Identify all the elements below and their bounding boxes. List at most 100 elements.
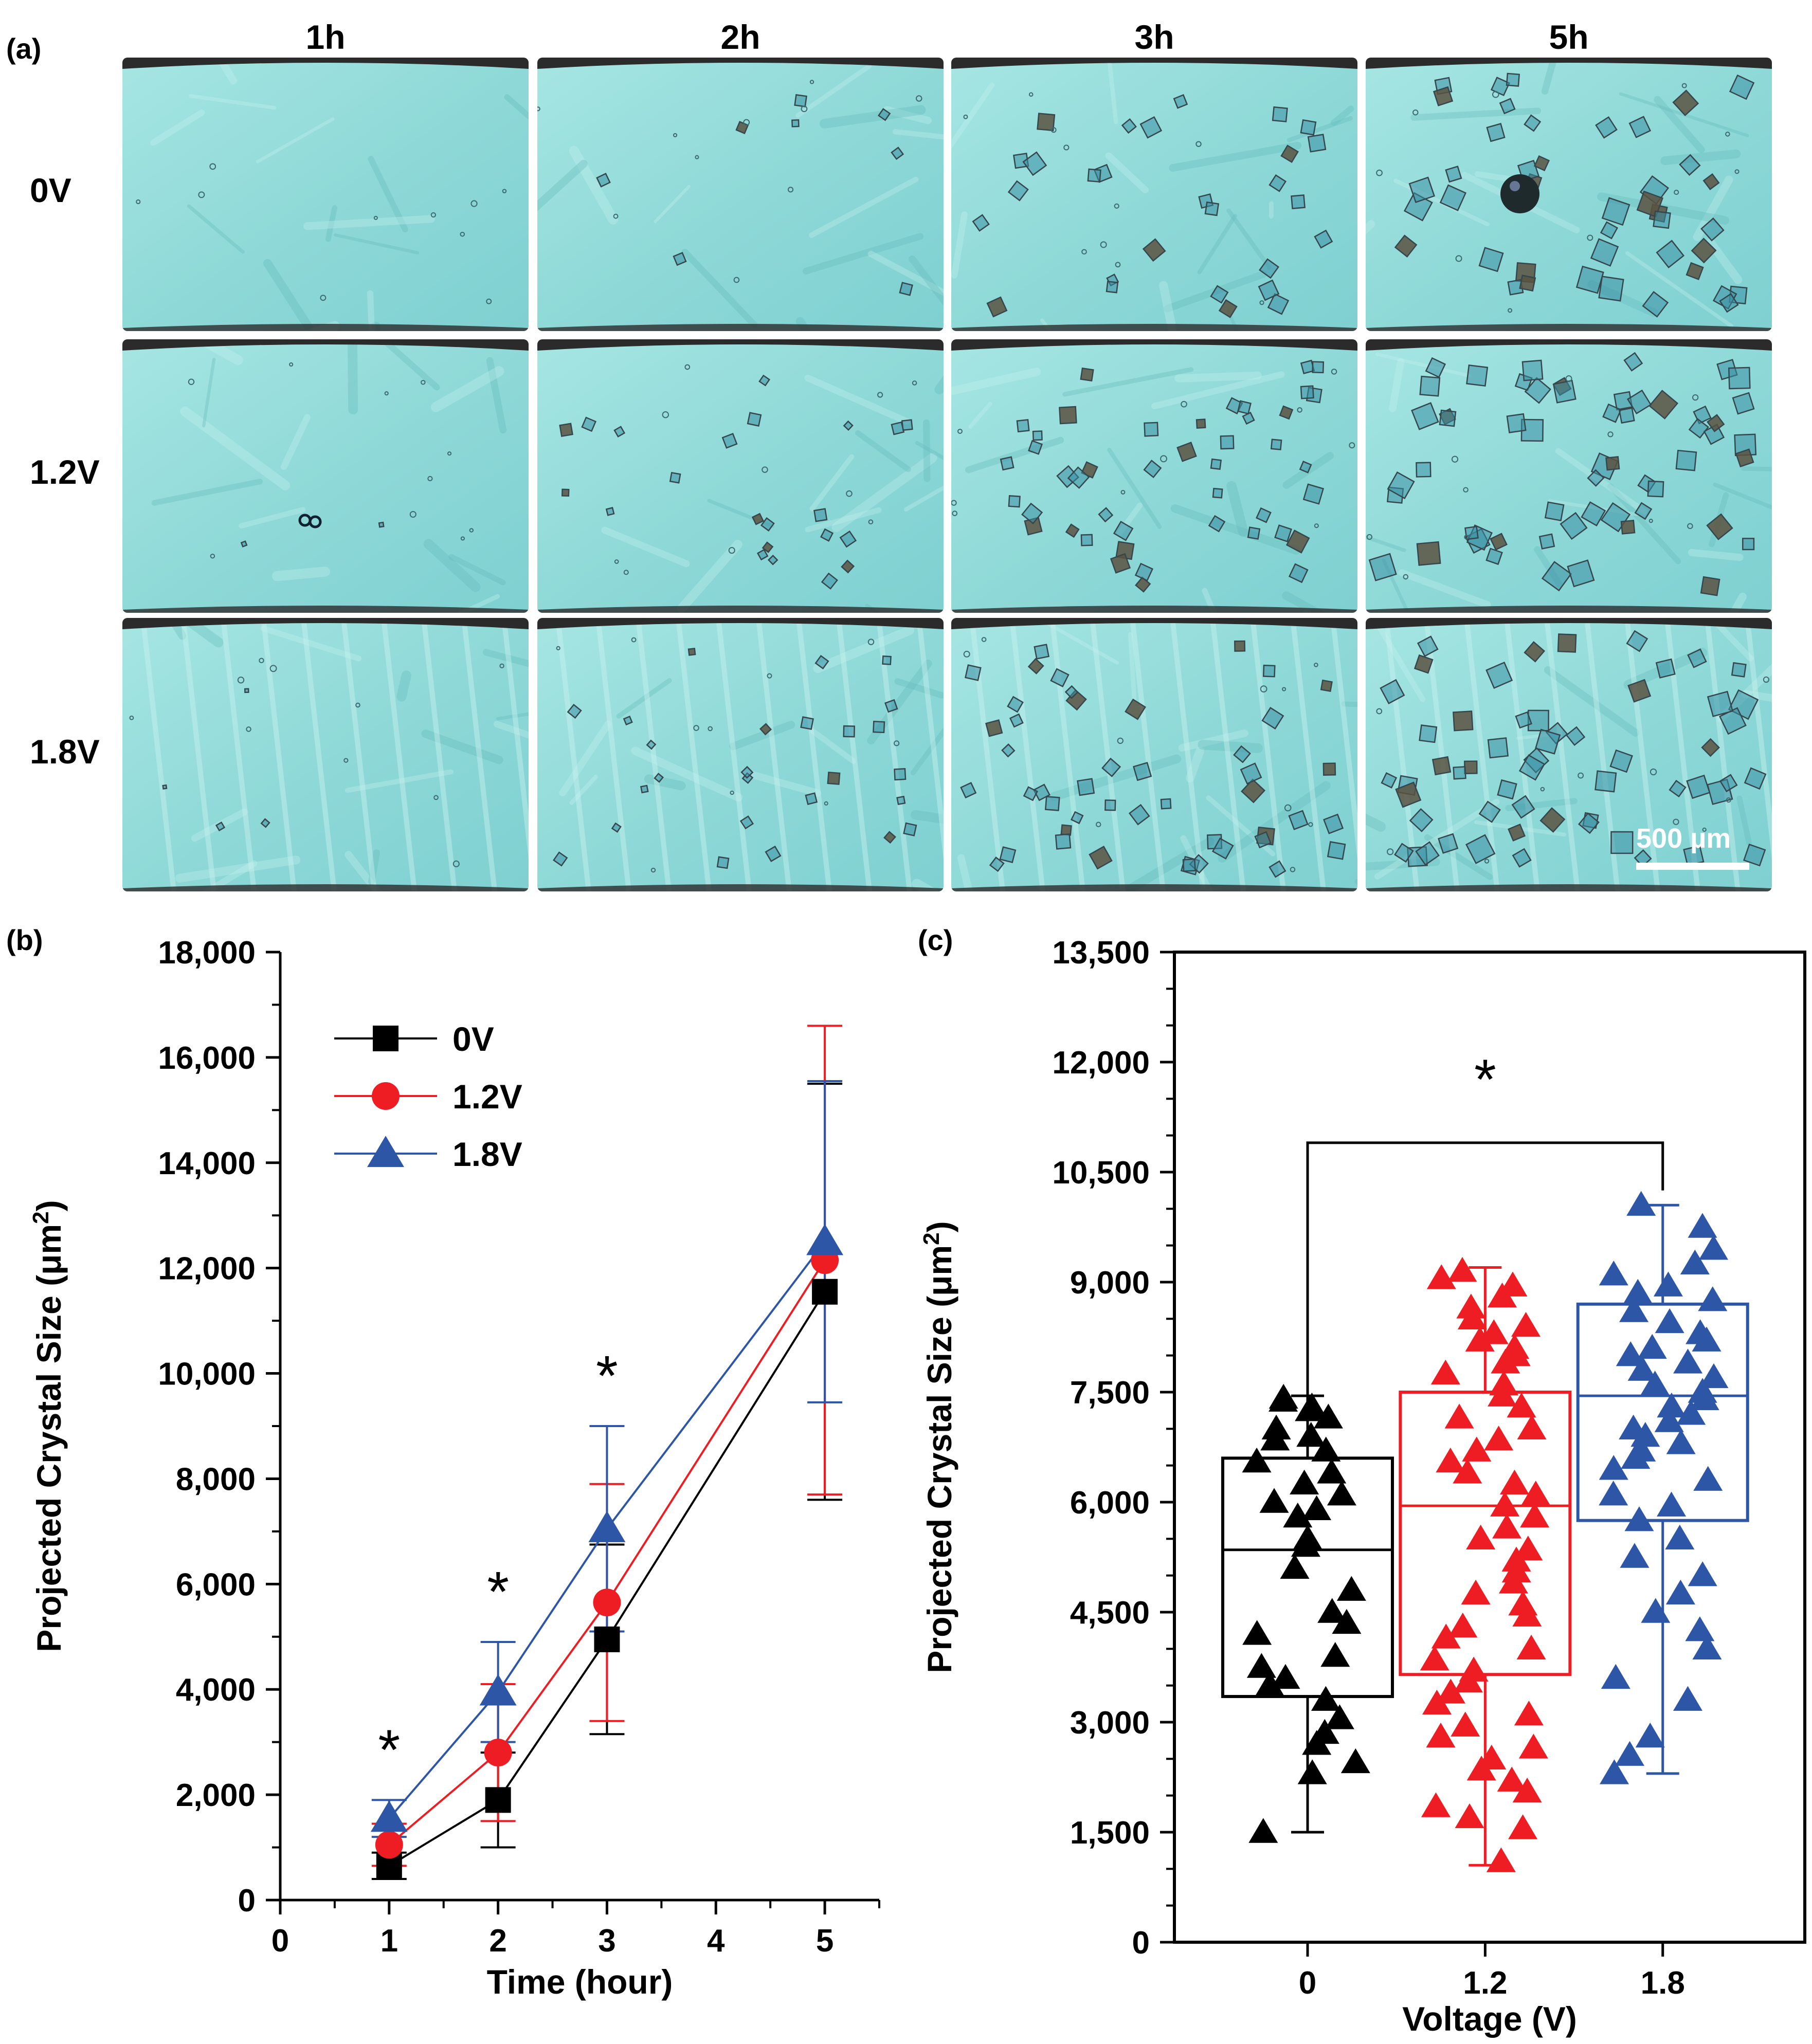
data-point-1.8V <box>479 1674 517 1706</box>
y-tick-label: 0 <box>238 1883 256 1919</box>
membrane-wrinkle <box>187 204 245 254</box>
membrane-wrinkle <box>1741 466 1772 471</box>
crystal <box>1139 116 1163 139</box>
micrograph-background <box>122 58 529 331</box>
crystal <box>1557 633 1577 653</box>
crystal <box>1453 766 1466 780</box>
speck <box>684 364 691 370</box>
x-tick-label: 0 <box>271 1923 289 1959</box>
crystal <box>1703 424 1725 445</box>
crystal <box>1008 495 1021 508</box>
membrane-wrinkle <box>809 176 919 238</box>
data-point-1.2 <box>1461 1579 1491 1605</box>
crystal <box>1237 400 1252 415</box>
data-point-1.8 <box>1640 1371 1670 1396</box>
speck <box>916 95 922 102</box>
crystal <box>1575 265 1604 294</box>
membrane-fold <box>756 618 792 891</box>
membrane-wrinkle <box>1366 535 1406 552</box>
crystal <box>985 719 1003 737</box>
data-point-1.2 <box>1512 1777 1542 1803</box>
data-point-1.8 <box>1673 1686 1702 1711</box>
crystal <box>1701 738 1720 757</box>
data-point-0 <box>1311 1436 1341 1462</box>
membrane-wrinkle <box>1541 58 1558 95</box>
crystal <box>1269 174 1287 192</box>
speck <box>1096 822 1101 828</box>
speck <box>767 673 772 679</box>
crystal <box>1272 106 1288 122</box>
crystal <box>1067 466 1090 489</box>
membrane-wrinkle <box>482 649 529 667</box>
membrane-wrinkle <box>1186 746 1204 783</box>
speck <box>877 392 883 398</box>
crystal <box>1274 524 1293 542</box>
speck <box>1648 519 1653 523</box>
membrane-fold <box>916 618 944 860</box>
speck <box>1028 92 1034 97</box>
crystal <box>1204 201 1220 216</box>
crystal <box>553 851 568 867</box>
membrane-wrinkle <box>805 507 882 533</box>
droplet-edge-top <box>537 339 944 351</box>
crystal <box>762 541 774 553</box>
crystal <box>878 108 891 121</box>
data-point-0 <box>1242 1447 1272 1473</box>
membrane-wrinkle <box>681 248 758 328</box>
membrane-wrinkle <box>215 58 238 85</box>
series-line-1.2V <box>388 1260 826 1846</box>
droplet-edge-bottom <box>951 606 1357 613</box>
data-point-1.2 <box>1426 1264 1456 1289</box>
crystal <box>646 739 657 750</box>
droplet-edge-bottom <box>122 324 529 331</box>
crystal <box>1485 548 1503 565</box>
crystal <box>891 421 905 435</box>
membrane-wrinkle <box>1178 729 1248 752</box>
membrane-fold <box>1745 618 1772 860</box>
crystal <box>821 572 838 590</box>
crystal <box>1258 279 1280 301</box>
speck <box>460 231 465 237</box>
crystal <box>654 773 664 783</box>
data-point-1.2 <box>1492 1513 1522 1539</box>
y-tick-label: 14,000 <box>158 1146 256 1181</box>
membrane-fold <box>1210 618 1246 891</box>
crystal <box>1700 217 1725 242</box>
speck <box>1540 787 1545 792</box>
membrane-wrinkle <box>1660 149 1741 166</box>
data-point-0 <box>1332 1609 1362 1634</box>
crystal <box>1642 291 1669 318</box>
speck <box>912 380 917 386</box>
speck <box>743 119 750 126</box>
data-point-1.8 <box>1692 1634 1722 1660</box>
x-tick-label: 2 <box>489 1923 506 1959</box>
crystal <box>1327 841 1346 860</box>
droplet-edge-top <box>1366 618 1772 629</box>
crystal <box>1466 364 1489 387</box>
membrane-fold <box>1130 618 1166 891</box>
crystal <box>1653 210 1671 229</box>
crystal <box>1414 654 1434 674</box>
data-point-1.2 <box>1426 1722 1456 1748</box>
micrograph-1-8v-3h <box>951 618 1357 891</box>
crystal <box>1719 774 1738 793</box>
crystal <box>1285 530 1310 554</box>
crystal <box>1581 501 1606 527</box>
crystal <box>1208 515 1226 533</box>
crystal <box>1647 480 1664 498</box>
membrane-wrinkle <box>1286 116 1353 142</box>
crystal <box>1307 134 1327 153</box>
membrane-wrinkle <box>1226 208 1272 270</box>
crystal <box>739 815 754 830</box>
crystal <box>1487 737 1509 759</box>
speck <box>963 650 970 658</box>
crystal <box>1121 118 1137 134</box>
data-point-1.8 <box>1641 1598 1671 1623</box>
crystal <box>1220 435 1235 450</box>
membrane-wrinkle <box>239 507 306 529</box>
crystal <box>687 648 696 656</box>
row-title-0v: 0V <box>30 171 71 209</box>
crystal <box>1077 778 1095 796</box>
speck <box>430 212 437 218</box>
col-title-2h: 2h <box>720 18 760 56</box>
